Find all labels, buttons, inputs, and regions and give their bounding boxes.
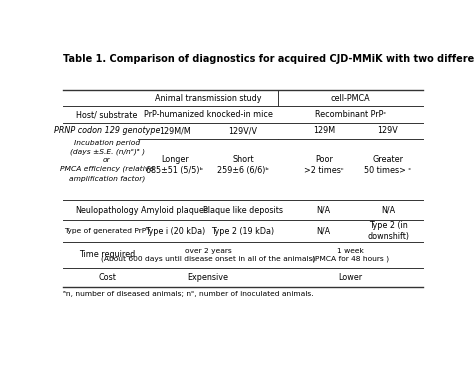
Text: Type of generated PrPᶜ: Type of generated PrPᶜ — [64, 228, 149, 234]
Text: cell-PMCA: cell-PMCA — [330, 94, 370, 102]
Text: Type 2 (19 kDa): Type 2 (19 kDa) — [211, 227, 274, 236]
Text: N/A: N/A — [317, 206, 331, 215]
Text: 129V/V: 129V/V — [228, 126, 257, 135]
Text: Expensive: Expensive — [188, 273, 228, 282]
Text: PRNP codon 129 genotype: PRNP codon 129 genotype — [54, 126, 160, 135]
Text: Time required: Time required — [79, 250, 135, 260]
Text: Lower: Lower — [338, 273, 363, 282]
Text: Host/ substrate: Host/ substrate — [76, 110, 137, 119]
Text: Greater
50 times> ᶜ: Greater 50 times> ᶜ — [365, 155, 411, 175]
Text: ᵃn, number of diseased animals; nᵒ, number of inoculated animals.: ᵃn, number of diseased animals; nᵒ, numb… — [63, 291, 313, 297]
Text: Poor
>2 timesᶜ: Poor >2 timesᶜ — [304, 155, 344, 175]
Text: Longer
685±51 (5/5)ᵇ: Longer 685±51 (5/5)ᵇ — [146, 155, 203, 175]
Text: 129V: 129V — [378, 126, 399, 135]
Text: Cost: Cost — [98, 273, 116, 282]
Text: Type 2 (in
downshift): Type 2 (in downshift) — [367, 221, 409, 241]
Text: Amyloid plaques: Amyloid plaques — [141, 206, 209, 215]
Text: Plaque like deposits: Plaque like deposits — [203, 206, 283, 215]
Text: over 2 years
(About 600 days until disease onset in all of the animals): over 2 years (About 600 days until disea… — [101, 248, 315, 262]
Text: N/A: N/A — [317, 227, 331, 236]
Text: N/A: N/A — [381, 206, 395, 215]
Text: Type i (20 kDa): Type i (20 kDa) — [145, 227, 205, 236]
Text: Short
259±6 (6/6)ᵇ: Short 259±6 (6/6)ᵇ — [217, 155, 269, 175]
Text: Recombinant PrPᶜ: Recombinant PrPᶜ — [315, 110, 386, 119]
Text: PrP-humanized knocked-in mice: PrP-humanized knocked-in mice — [144, 110, 273, 119]
Text: 129M/M: 129M/M — [159, 126, 191, 135]
Text: 1 week
(PMCA for 48 hours ): 1 week (PMCA for 48 hours ) — [312, 248, 389, 262]
Text: Incubation period
(days ±S.E. (n/nᵒ)ᵃ )
or
PMCA efficiency (relative
amplificati: Incubation period (days ±S.E. (n/nᵒ)ᵃ ) … — [60, 140, 154, 182]
Text: Animal transmission study: Animal transmission study — [155, 94, 261, 102]
Text: Neulopathology: Neulopathology — [75, 206, 139, 215]
Text: Table 1. Comparison of diagnostics for acquired CJD-MMiK with two different appr: Table 1. Comparison of diagnostics for a… — [63, 54, 474, 64]
Text: 129M: 129M — [313, 126, 335, 135]
